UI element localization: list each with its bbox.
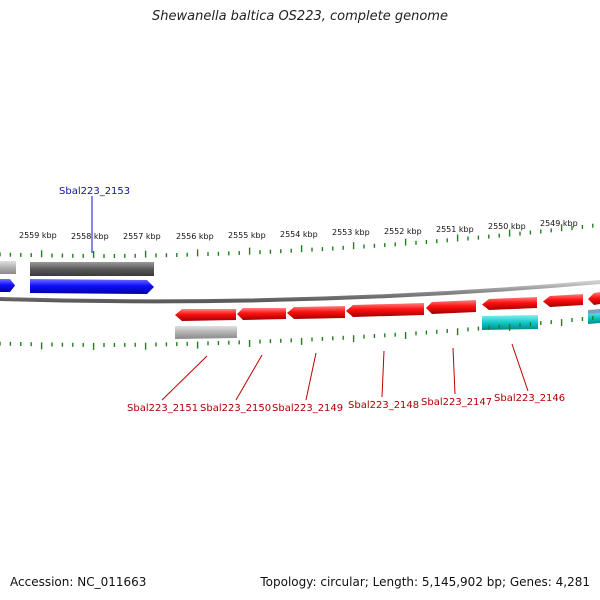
gene-label[interactable]: Sbal223_2151 <box>127 403 198 414</box>
cds-feature[interactable] <box>237 308 286 320</box>
cds-feature[interactable] <box>30 279 154 294</box>
kbp-label: 2553 kbp <box>332 228 370 237</box>
kbp-label: 2555 kbp <box>228 231 266 240</box>
cds-feature[interactable] <box>588 292 600 305</box>
kbp-label-row: 2559 kbp 2558 kbp 2557 kbp 2556 kbp 2555… <box>19 219 578 241</box>
leader-line <box>452 347 456 395</box>
label-leaders <box>91 196 529 401</box>
gene-label[interactable]: Sbal223_2153 <box>59 186 130 197</box>
kbp-label: 2558 kbp <box>71 232 109 241</box>
gene-label[interactable]: Sbal223_2147 <box>421 397 492 408</box>
genome-backbone <box>0 280 600 304</box>
leader-line <box>381 350 385 398</box>
kbp-label: 2549 kbp <box>540 219 578 228</box>
leader-line <box>235 354 263 401</box>
gene-label[interactable]: Sbal223_2148 <box>348 400 419 411</box>
kbp-label: 2552 kbp <box>384 227 422 236</box>
gene-label[interactable]: Sbal223_2150 <box>200 403 271 414</box>
forward-strand-features <box>0 261 154 294</box>
cds-feature[interactable] <box>175 309 236 321</box>
kbp-label: 2551 kbp <box>436 225 474 234</box>
leader-line <box>161 355 208 401</box>
genome-summary-text: Topology: circular; Length: 5,145,902 bp… <box>260 575 590 589</box>
map-title: Shewanella baltica OS223, complete genom… <box>152 9 448 24</box>
cds-feature[interactable] <box>543 294 583 307</box>
gene-labels: Sbal223_2153 Sbal223_2151 Sbal223_2150 S… <box>59 186 565 414</box>
kbp-label: 2559 kbp <box>19 231 57 240</box>
gene-feature[interactable] <box>588 309 600 314</box>
kbp-label: 2557 kbp <box>123 232 161 241</box>
outer-tick-row <box>0 223 594 258</box>
cds-feature[interactable] <box>0 279 15 292</box>
rna-feature[interactable] <box>482 315 538 330</box>
gene-label[interactable]: Sbal223_2146 <box>494 393 565 404</box>
leader-line <box>305 352 317 401</box>
cds-feature[interactable] <box>426 300 476 314</box>
kbp-label: 2550 kbp <box>488 222 526 231</box>
cds-feature[interactable] <box>482 297 537 310</box>
accession-text: Accession: NC_011663 <box>10 575 147 589</box>
cds-feature[interactable] <box>287 306 345 319</box>
reverse-strand-features <box>175 292 600 339</box>
inner-tick-row <box>0 315 594 350</box>
gene-label[interactable]: Sbal223_2149 <box>272 403 343 414</box>
gene-feature[interactable] <box>0 261 16 274</box>
cds-feature[interactable] <box>346 303 424 317</box>
rna-feature[interactable] <box>588 311 600 324</box>
gene-feature[interactable] <box>30 262 154 276</box>
kbp-label: 2554 kbp <box>280 230 318 239</box>
kbp-label: 2556 kbp <box>176 232 214 241</box>
gene-feature[interactable] <box>175 326 237 339</box>
leader-line <box>511 343 529 392</box>
